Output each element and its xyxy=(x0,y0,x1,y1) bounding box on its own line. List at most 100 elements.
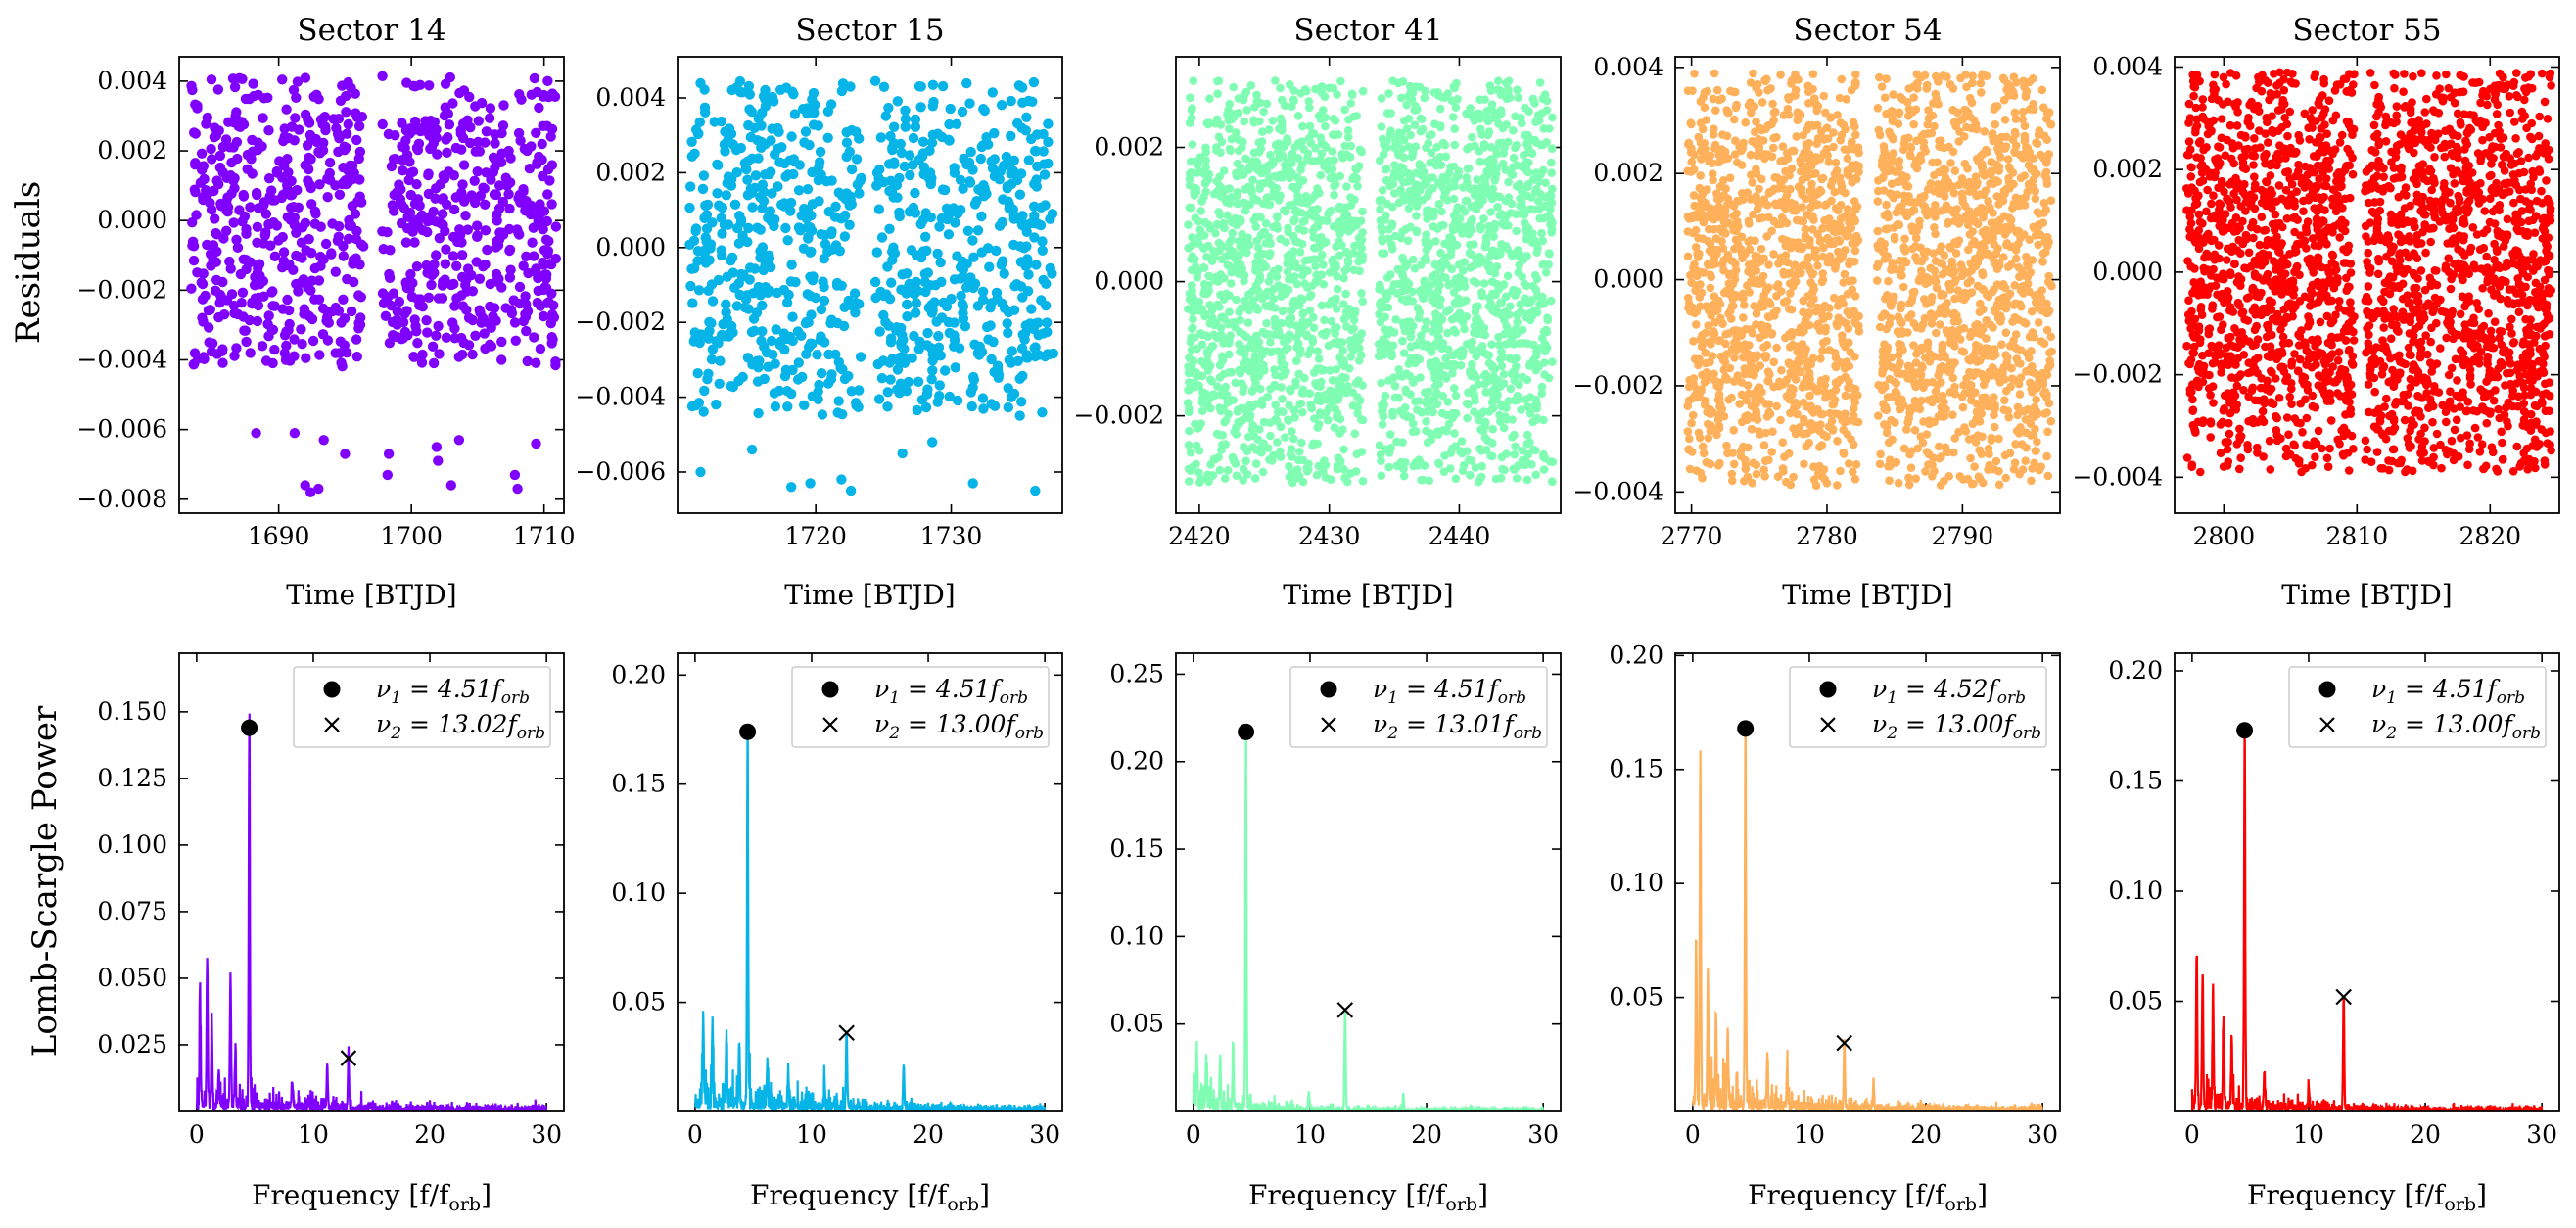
data-point xyxy=(326,248,337,259)
data-point xyxy=(1346,469,1355,478)
data-point xyxy=(1332,305,1341,313)
data-point xyxy=(1427,404,1436,414)
data-point xyxy=(694,117,705,127)
data-point xyxy=(1335,379,1345,389)
data-point xyxy=(343,118,353,130)
x-axis-label: Time [BTJD] xyxy=(286,579,456,611)
panels: 1690 1700 17100.0040.0020.000−0.002−0.004−… xyxy=(76,13,2560,1215)
data-point xyxy=(197,165,208,175)
data-point xyxy=(509,317,521,328)
data-point xyxy=(486,341,497,352)
data-point xyxy=(546,160,558,170)
data-point xyxy=(1999,405,2009,414)
data-point xyxy=(1423,214,1431,223)
data-point xyxy=(1277,318,1287,328)
data-point xyxy=(1267,271,1277,280)
data-point xyxy=(1311,84,1320,94)
data-point xyxy=(965,387,976,398)
y-tick-label: −0.006 xyxy=(575,457,666,486)
data-point xyxy=(1311,213,1321,221)
data-point xyxy=(904,278,915,289)
data-point xyxy=(1413,405,1422,414)
data-point xyxy=(474,146,485,157)
data-point xyxy=(1233,191,1241,201)
data-point xyxy=(503,189,514,200)
data-point xyxy=(288,264,299,275)
data-point xyxy=(1525,393,1535,401)
data-point xyxy=(448,204,460,215)
data-point xyxy=(473,136,484,148)
data-point xyxy=(238,254,249,264)
data-point xyxy=(338,251,349,261)
data-point xyxy=(849,288,861,299)
data-point xyxy=(1194,160,1202,169)
data-point xyxy=(398,333,408,344)
data-point xyxy=(1487,194,1497,204)
data-point xyxy=(913,285,923,297)
data-point xyxy=(338,294,349,305)
data-point xyxy=(1209,320,1219,330)
data-point xyxy=(1421,324,1429,334)
data-point xyxy=(1444,345,1453,354)
data-point xyxy=(1381,312,1389,322)
data-point xyxy=(431,250,442,260)
data-point xyxy=(807,166,818,178)
data-point xyxy=(1265,200,1275,209)
data-point xyxy=(1045,262,1055,274)
x-tick-label: 2430 xyxy=(1298,522,1361,550)
data-point xyxy=(1016,397,1027,407)
data-point xyxy=(1488,424,1497,434)
data-point xyxy=(430,193,441,204)
data-point xyxy=(1486,451,1495,460)
data-point xyxy=(253,89,263,101)
data-point xyxy=(1335,171,1345,181)
data-point xyxy=(1405,186,1415,196)
data-point xyxy=(689,148,700,159)
data-point xyxy=(1468,337,1477,347)
data-point xyxy=(292,76,304,87)
data-point xyxy=(1346,99,1355,108)
data-point xyxy=(920,231,931,242)
data-point xyxy=(1522,228,1531,238)
data-point xyxy=(1403,236,1413,246)
data-point xyxy=(1188,233,1196,242)
data-point xyxy=(1466,240,1475,250)
data-point xyxy=(1036,295,1047,306)
data-point xyxy=(1272,220,1281,230)
data-point xyxy=(322,173,333,184)
data-point xyxy=(531,263,541,274)
data-point xyxy=(986,399,997,409)
data-point xyxy=(247,134,258,146)
data-point xyxy=(1436,248,1445,258)
data-point xyxy=(1473,175,1481,184)
data-point xyxy=(1389,143,1399,152)
data-point xyxy=(1409,255,1418,264)
data-point xyxy=(1421,86,1429,96)
data-point xyxy=(514,281,526,293)
data-point xyxy=(755,253,766,263)
data-point xyxy=(1468,346,1477,354)
data-point xyxy=(398,165,408,176)
data-point xyxy=(726,320,737,332)
data-point xyxy=(207,154,217,165)
data-point xyxy=(1804,99,1813,108)
data-point xyxy=(217,357,228,368)
data-point xyxy=(1197,356,1206,366)
data-point xyxy=(1490,269,1500,278)
data-point xyxy=(333,114,345,124)
data-point xyxy=(949,274,960,285)
data-point xyxy=(445,71,455,83)
outlier-point xyxy=(897,448,908,459)
data-point xyxy=(1251,222,1260,231)
data-point xyxy=(757,242,769,253)
data-point xyxy=(498,100,509,111)
data-point xyxy=(1412,190,1421,199)
data-point xyxy=(1269,450,1278,460)
data-point xyxy=(1388,411,1397,420)
data-point xyxy=(1217,137,1227,147)
data-point xyxy=(977,393,989,403)
data-point xyxy=(1509,355,1518,364)
data-point xyxy=(721,299,731,309)
data-point xyxy=(833,396,844,406)
data-point xyxy=(944,118,955,130)
